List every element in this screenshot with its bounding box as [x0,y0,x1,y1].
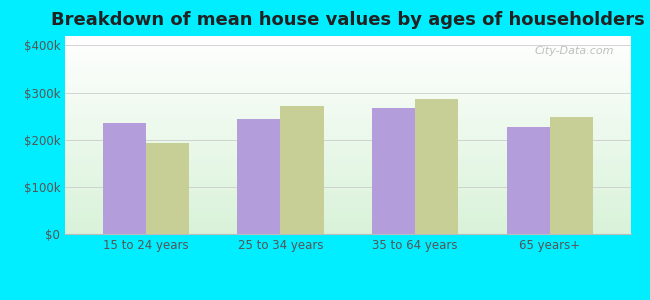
Bar [280,106,324,234]
Bar [506,127,550,234]
Bar [415,99,458,234]
Bar [550,117,593,234]
Title: Breakdown of mean house values by ages of householders: Breakdown of mean house values by ages o… [51,11,645,29]
Bar [237,118,280,234]
Bar [372,108,415,234]
Text: City-Data.com: City-Data.com [534,46,614,56]
Bar [146,143,189,234]
Bar [103,123,146,234]
